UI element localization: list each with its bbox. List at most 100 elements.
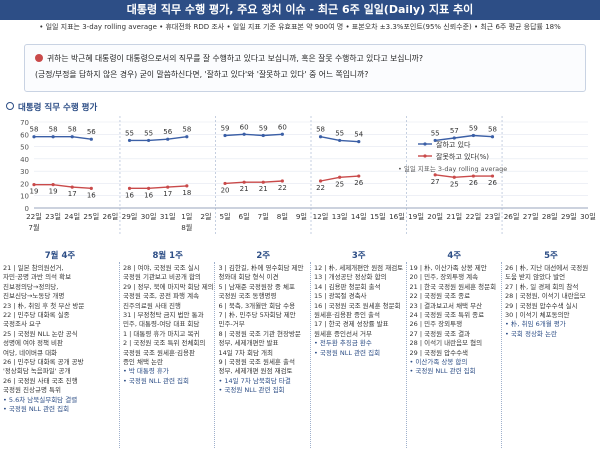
week-note-item: 26 | 朴, 지난 대선에서 국정원	[505, 264, 589, 272]
week-note-item: • 국회 정상화 논란	[505, 329, 557, 338]
week-note-item: 성명에 여야 정책 비판	[3, 339, 64, 348]
data-label: 22	[316, 184, 325, 192]
legend-marker	[423, 154, 427, 158]
week-note-item: 원세훈 증인선서 거부	[314, 329, 372, 338]
week-note-item: • 전두환 추징금 환수	[314, 339, 372, 348]
week-note-item: 민주-거부	[218, 320, 245, 329]
y-tick-label: 30	[20, 168, 29, 176]
x-tick-label: 23일	[45, 212, 61, 221]
data-point	[357, 174, 361, 178]
week-note-item: '정상회담 녹음파일' 공개	[3, 367, 71, 376]
week-note-item: 진주의료원 사태 진행	[122, 301, 181, 310]
x-tick-label: 7일	[258, 212, 269, 221]
data-label: 59	[259, 125, 268, 133]
x-tick-label: 16일	[389, 212, 405, 221]
question-line-2: (긍정/부정을 답하지 않은 경우) 굳이 말씀하신다면, '잘하고 있다'와 …	[35, 70, 369, 79]
data-point	[70, 135, 74, 139]
data-point	[223, 181, 227, 186]
month-label: 7월	[28, 223, 39, 232]
week-note-item: • 14일 7차 남북회담 타결	[218, 376, 291, 385]
data-label: 26	[354, 179, 363, 187]
data-point	[89, 137, 93, 141]
week-note-item: 14 | 김용판 청문회 출석	[314, 282, 381, 291]
data-label: 21	[240, 185, 249, 193]
week-note-item: 국정조사 요구	[3, 320, 41, 329]
week-note-item: 정부, 세제개편안 발표	[218, 339, 279, 348]
y-tick-label: 70	[20, 119, 29, 127]
x-tick-label: 31일	[160, 212, 176, 221]
week-header-row: 7월 4주 8월 1주 2주 3주 4주 5주	[0, 245, 600, 267]
survey-note: • 일일 지표는 3-day rolling average • 휴대전화 RD…	[39, 23, 561, 31]
week-note-item: 28 | 여야, 국정원 국조 실시	[122, 264, 200, 272]
week-note-item: 17 | 한국 경제 성장률 발표	[314, 320, 389, 329]
x-tick-label: 19일	[408, 212, 424, 221]
y-tick-label: 0	[25, 205, 29, 213]
data-label: 21	[259, 185, 268, 193]
week-note-item: 진보정의당→정의당,	[3, 282, 59, 291]
x-tick-label: 8일	[277, 212, 288, 221]
x-tick-label: 21일	[446, 212, 462, 221]
data-label: 56	[87, 128, 96, 136]
week-notes-column: 3 | 김한길, 朴에 영수회담 제안 청와대 회담 형식 이견 5 | 남재준 국…	[215, 262, 311, 448]
data-point	[280, 132, 284, 136]
data-label: 58	[316, 126, 325, 134]
week-label: 4주	[447, 251, 462, 261]
data-point	[261, 133, 265, 138]
section-bullet-icon	[6, 102, 14, 110]
question-line-1: 귀하는 박근혜 대통령이 대통령으로서의 직무를 잘 수행하고 있다고 보십니까…	[35, 53, 423, 64]
data-label: 58	[30, 126, 39, 134]
data-point	[223, 133, 227, 138]
data-label: 55	[125, 129, 134, 137]
week-note-item: 원세훈·김용판 증인 출석	[314, 311, 380, 320]
x-tick-label: 26일	[103, 212, 119, 221]
data-point	[32, 135, 36, 139]
data-label: 58	[49, 126, 58, 134]
week-note-item: 도움 받지 않았다 발언	[505, 273, 566, 282]
week-note-item: 6 | 북측, 3개월만 회담 수용	[218, 301, 296, 310]
week-note-item: 12 | 朴, 세제개편안 원점 재검토	[314, 264, 404, 272]
data-point	[433, 138, 437, 143]
y-tick-label: 10	[20, 193, 29, 201]
data-point	[127, 186, 132, 190]
week-note-item: • 국정원 NLL 관련 집회	[122, 376, 190, 385]
data-label: 55	[144, 129, 153, 137]
y-tick-label: 20	[20, 180, 29, 188]
week-note-item: 16 | 국정원 국조 원세훈 청문회	[314, 301, 401, 310]
data-label: 27	[431, 178, 440, 186]
week-label: 8월 1주	[152, 251, 183, 261]
week-note-item: 15 | 광복절 경축사	[314, 292, 367, 301]
report-title: 대통령 직무 수행 평가, 주요 정치 이슈 - 최근 6주 일일(Daily)…	[0, 0, 600, 20]
week-label: 3주	[351, 251, 366, 261]
week-notes-column: 28 | 여야, 국정원 국조 실시 국정원 기관보고 비공개 합의 29 | 정부…	[120, 262, 216, 448]
x-tick-label: 12일	[313, 212, 329, 221]
data-label: 54	[354, 131, 363, 139]
data-point	[127, 138, 132, 143]
section-title: 대통령 직무 수행 평가	[6, 101, 97, 113]
week-notes-column: 21 | 일본 참의원선거, 자민·공명 과반 의석 확보 진보정의당→정의당, 진보…	[0, 262, 120, 448]
data-label: 58	[68, 126, 77, 134]
week-note-item: 14일 7차 회담 개최	[218, 348, 273, 357]
data-label: 20	[221, 186, 230, 194]
week-note-item: 27 | 朴, 일 경제 회의 참석	[505, 282, 579, 291]
x-tick-label: 15일	[370, 212, 386, 221]
x-tick-label: 22일	[465, 212, 481, 221]
data-point	[147, 186, 151, 190]
week-note-item: 21 | 한국 국정원 원세훈 청문회	[409, 282, 497, 291]
data-label: 17	[163, 190, 172, 198]
data-point	[32, 183, 36, 187]
data-label: 19	[49, 188, 58, 196]
week-note-item: • 박 대통령 휴가	[122, 367, 169, 376]
week-note-item: 29 | 정부, 북에 마지막 회담 제의	[122, 282, 214, 291]
data-label: 22	[278, 184, 287, 192]
data-point	[357, 140, 361, 144]
week-label: 5주	[544, 251, 558, 261]
x-tick-label: 5일	[219, 212, 230, 221]
data-label: 59	[221, 125, 230, 133]
x-tick-label: 22일	[26, 212, 42, 221]
week-note-item: 28 | 국정원, 이석기 내란음모	[505, 292, 586, 301]
week-note-item: 25 | 국정원 NLL 논란 공식	[3, 329, 78, 338]
data-point	[433, 173, 437, 177]
data-point	[185, 184, 189, 188]
data-point	[70, 185, 74, 189]
data-point	[338, 175, 342, 179]
